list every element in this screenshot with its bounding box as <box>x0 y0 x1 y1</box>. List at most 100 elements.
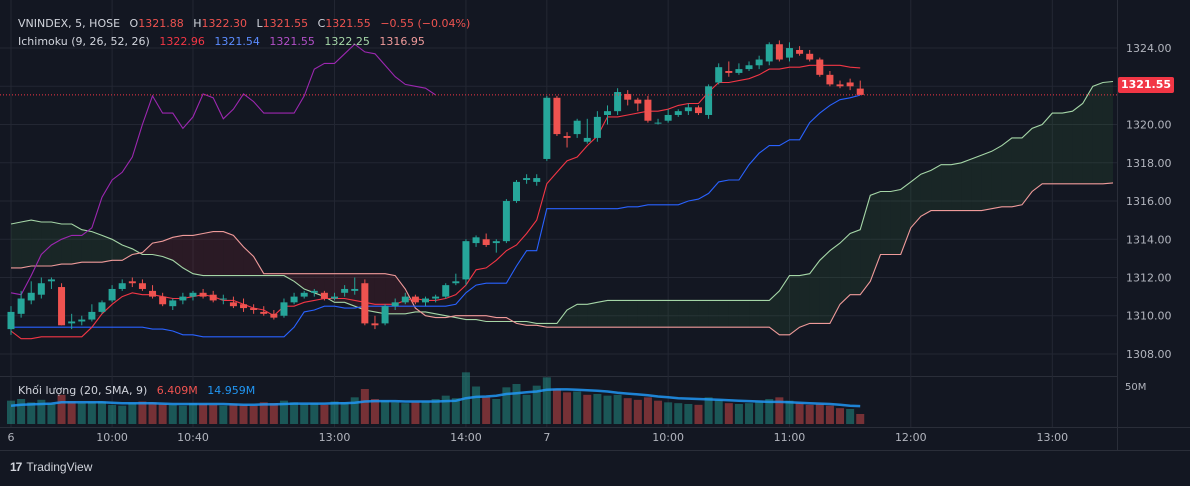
candle <box>785 42 793 62</box>
x-tick-label: 10:00 <box>652 431 684 444</box>
volume-legend[interactable]: Khối lượng (20, SMA, 9) 6.409M 14.959M <box>18 384 261 398</box>
candle <box>411 294 419 305</box>
candle-body <box>280 302 288 316</box>
symbol-label[interactable]: VNINDEX, 5, HOSE <box>18 17 121 30</box>
candle-body <box>341 288 349 293</box>
candle-body <box>37 283 45 295</box>
candle-body <box>846 82 854 87</box>
candle <box>300 290 308 299</box>
candle-body <box>381 306 389 324</box>
candle-body <box>755 59 763 66</box>
kumo-segment <box>961 158 972 211</box>
x-tick-label: 11:00 <box>774 431 806 444</box>
kumo-segment <box>981 151 992 211</box>
candle <box>533 174 541 186</box>
candle <box>614 88 622 115</box>
brand-name: TradingView <box>26 460 93 474</box>
kumo-segment <box>192 233 204 276</box>
candle <box>422 296 430 307</box>
volume-bar <box>583 394 592 424</box>
volume-bar <box>643 397 652 424</box>
volume-bar <box>118 405 127 424</box>
candle <box>138 279 146 291</box>
candle-body <box>432 296 440 299</box>
volume-bar <box>77 403 86 424</box>
candle-body <box>118 283 126 289</box>
high-label: H <box>193 17 202 30</box>
candle <box>290 292 298 305</box>
volume-bar <box>310 403 319 424</box>
kumo-segment <box>51 222 62 267</box>
y-tick-label: 1310.00 <box>1126 310 1172 323</box>
kumo-segment <box>465 315 477 320</box>
candle <box>745 61 753 72</box>
candle-body <box>654 122 662 124</box>
candle <box>462 239 470 286</box>
kumo-segment <box>587 302 598 328</box>
low-value: 1321.55 <box>262 17 309 30</box>
kumo-segment <box>344 273 355 307</box>
candle <box>806 49 814 62</box>
kumo-segment <box>213 231 224 276</box>
kumo-segment <box>81 229 92 263</box>
volume-bar <box>37 399 46 424</box>
candle-body <box>603 111 611 115</box>
candle <box>492 239 500 253</box>
kumo-segment <box>728 300 739 328</box>
candle <box>149 285 157 299</box>
volume-bar <box>199 404 208 424</box>
volume-bar <box>391 402 400 424</box>
volume-bar <box>552 389 561 424</box>
kumo-segment <box>334 273 345 303</box>
candle-body <box>452 281 460 284</box>
candle <box>240 298 248 312</box>
candle <box>654 118 662 125</box>
volume-bar <box>775 397 784 424</box>
candle-body <box>472 237 480 244</box>
candle-body <box>583 137 591 142</box>
ichimoku-legend[interactable]: Ichimoku (9, 26, 52, 26) 1322.96 1321.54… <box>18 35 431 49</box>
volume-bar <box>401 403 410 424</box>
volume-sma-line <box>10 388 861 408</box>
close-value: 1321.55 <box>325 17 371 30</box>
candle <box>189 290 197 301</box>
candle <box>735 63 743 75</box>
candle <box>664 109 672 123</box>
volume-bar <box>755 401 764 424</box>
volume-bar <box>290 402 299 424</box>
candle <box>219 294 227 305</box>
kumo-segment <box>759 300 770 328</box>
kumo-segment <box>880 191 891 255</box>
y-tick-label: 1314.00 <box>1126 233 1172 246</box>
candle-body <box>331 296 339 299</box>
candle <box>634 97 642 112</box>
candle-body <box>593 116 601 138</box>
volume-bar <box>279 400 288 424</box>
candle-body <box>88 311 96 320</box>
candle <box>553 95 561 137</box>
candle <box>209 290 217 303</box>
candle-body <box>482 239 490 245</box>
volume-bar <box>57 394 66 424</box>
tradingview-logo[interactable]: 17 TradingView <box>10 460 92 474</box>
candle-body <box>856 88 864 95</box>
kumo-segment <box>789 275 800 335</box>
kumo-segment <box>91 231 102 263</box>
candle <box>98 300 106 314</box>
kumo-segment <box>951 162 962 211</box>
candle-body <box>351 288 359 291</box>
candle-body <box>179 296 187 301</box>
pane-separator <box>0 376 1117 377</box>
candle-body <box>816 59 824 75</box>
candle-body <box>745 65 753 70</box>
candle-body <box>391 302 399 307</box>
candle-body <box>300 292 308 297</box>
candle <box>856 80 864 95</box>
kumo-segment <box>1092 82 1103 184</box>
volume-bar <box>7 400 15 424</box>
candle <box>401 292 409 305</box>
volume-bar <box>431 399 440 424</box>
kumo-segment <box>1042 113 1053 184</box>
candle-body <box>502 201 510 242</box>
